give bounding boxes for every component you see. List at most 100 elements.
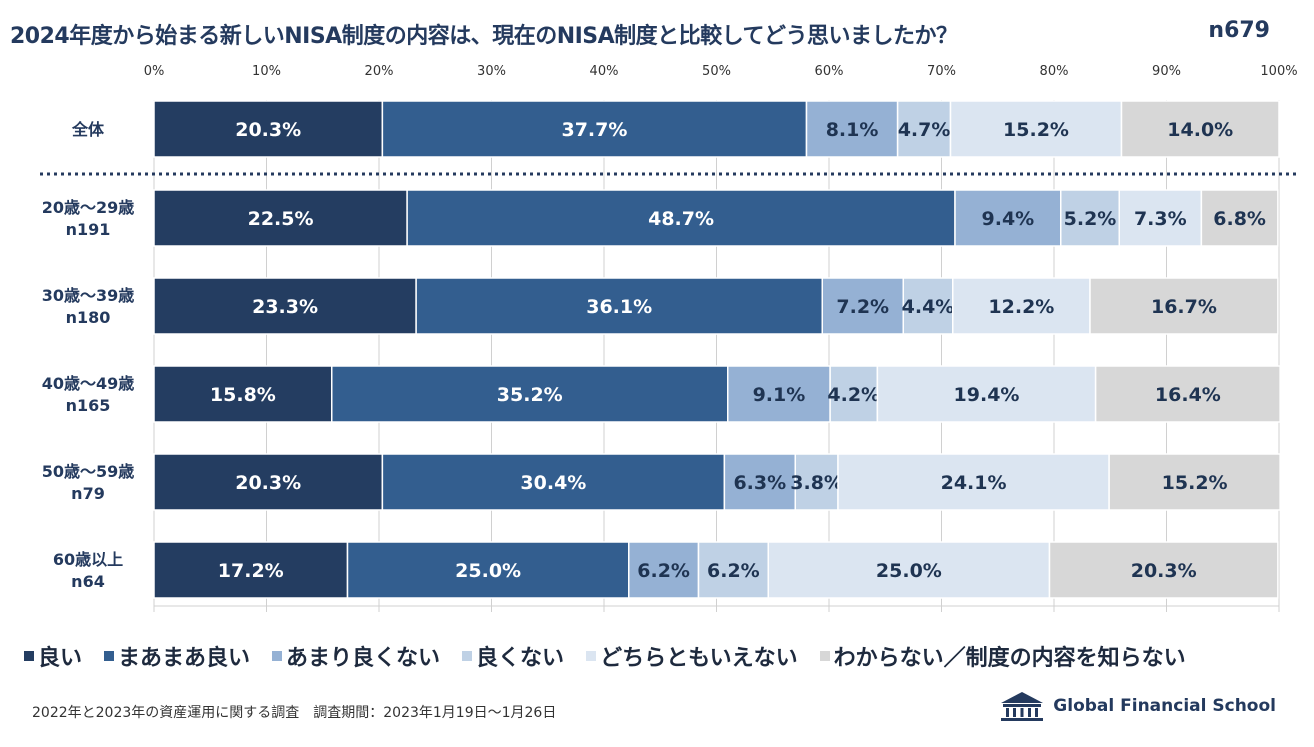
bar-segment [1118, 189, 1203, 247]
x-tick-label: 80% [1040, 64, 1069, 79]
data-label: 23.3% [252, 296, 318, 318]
data-label: 24.1% [941, 472, 1007, 494]
bar-segment [1108, 453, 1281, 511]
data-label: 25.0% [455, 560, 521, 582]
logo-text: Global Financial School [1053, 696, 1276, 716]
category-label: n79 [71, 484, 105, 503]
legend-item: まあまあ良い [104, 640, 250, 672]
legend-swatch [819, 651, 830, 661]
legend-label: まあまあ良い [118, 646, 251, 671]
bar-segment [949, 100, 1123, 158]
bar-segment [153, 277, 417, 335]
data-label: 4.7% [898, 119, 951, 141]
stacked-bar-chart: 0% 10% 20% 30% 40% 50% 60% 70% 80% 90% 100% 全体 20歳～2… [40, 64, 1298, 612]
data-label: 25.0% [876, 560, 942, 582]
logo: Global Financial School [999, 690, 1276, 722]
legend-label: 良くない [476, 646, 565, 671]
data-label: 20.3% [1131, 560, 1197, 582]
chart-legend: 良い まあまあ良い あまり良くない 良くない どちらともいえない わからない／制度の内容を… [24, 640, 1186, 672]
data-label: 4.4% [902, 296, 955, 318]
legend-swatch [272, 651, 283, 661]
x-tick-label: 30% [477, 64, 506, 79]
category-label: n180 [66, 308, 111, 327]
bar-segment [153, 189, 408, 247]
category-label: 50歳～59歳 [42, 462, 135, 481]
data-label: 30.4% [520, 472, 586, 494]
x-tick-label: 0% [144, 64, 165, 79]
bar-segment [723, 453, 796, 511]
legend-swatch [586, 651, 597, 661]
data-label: 6.2% [707, 560, 760, 582]
data-label: 9.4% [982, 208, 1035, 230]
bar-segment [1048, 541, 1279, 599]
legend-label: 良い [38, 646, 83, 671]
data-label: 37.7% [561, 119, 627, 141]
bar-segment [153, 453, 384, 511]
x-tick-label: 50% [702, 64, 731, 79]
x-tick-label: 70% [927, 64, 956, 79]
data-label: 14.0% [1167, 119, 1233, 141]
school-building-icon [1001, 692, 1044, 721]
category-label: 20歳～29歳 [42, 198, 135, 217]
bar-segment [406, 189, 956, 247]
data-label: 6.2% [637, 560, 690, 582]
data-label: 15.8% [210, 384, 276, 406]
legend-swatch [104, 651, 115, 661]
data-label: 4.2% [827, 384, 880, 406]
legend-label: あまり良くない [286, 646, 441, 671]
legend-label: わからない／制度の内容を知らない [833, 646, 1186, 671]
data-label: 16.7% [1151, 296, 1217, 318]
data-label: 19.4% [954, 384, 1020, 406]
data-label: 3.8% [790, 472, 843, 494]
legend-swatch [462, 651, 473, 661]
legend-swatch [24, 651, 34, 661]
legend-item: あまり良くない [272, 640, 440, 672]
bar-segment [1089, 277, 1279, 335]
bar-segment [346, 541, 630, 599]
category-label: 30歳～39歳 [42, 286, 135, 305]
footer-note: 2022年と2023年の資産運用に関する調査 調査期間：2023年1月19日～1… [32, 705, 557, 721]
data-label: 6.8% [1213, 208, 1266, 230]
data-label: 8.1% [826, 119, 879, 141]
bar-segment [837, 453, 1110, 511]
bar-segment [1060, 189, 1120, 247]
bar-segment [153, 541, 349, 599]
data-label: 22.5% [248, 208, 314, 230]
bar-segment [1120, 100, 1280, 158]
legend-item: 良くない [462, 640, 564, 672]
data-label: 17.2% [218, 560, 284, 582]
data-label: 35.2% [497, 384, 563, 406]
data-label: 5.2% [1064, 208, 1117, 230]
legend-label: どちらともいえない [600, 646, 798, 671]
bar-segment [628, 541, 700, 599]
bar-segment [381, 100, 808, 158]
x-tick-label: 20% [365, 64, 394, 79]
data-label: 20.3% [235, 119, 301, 141]
category-label: 全体 [71, 120, 105, 139]
data-label: 9.1% [753, 384, 806, 406]
bar-segment [767, 541, 1051, 599]
x-tick-label: 60% [815, 64, 844, 79]
bar-segment [902, 277, 954, 335]
data-label: 15.2% [1162, 472, 1228, 494]
category-label: 60歳以上 [53, 550, 123, 569]
bar-segment [821, 277, 904, 335]
data-label: 12.2% [988, 296, 1054, 318]
x-tick-label: 40% [590, 64, 619, 79]
category-label: n165 [66, 396, 111, 415]
bar-segment [952, 277, 1091, 335]
data-label: 36.1% [586, 296, 652, 318]
bar-segment [876, 365, 1097, 423]
bar-segment [805, 100, 899, 158]
data-label: 6.3% [733, 472, 786, 494]
bar-segment [415, 277, 823, 335]
legend-item: どちらともいえない [586, 640, 798, 672]
data-label: 15.2% [1003, 119, 1069, 141]
bar-segment [954, 189, 1062, 247]
bar-segment [331, 365, 729, 423]
bar-segment [896, 100, 952, 158]
legend-item: 良い [24, 640, 82, 672]
category-label: n64 [71, 572, 105, 591]
data-label: 7.3% [1134, 208, 1187, 230]
chart-title: 2024年度から始まる新しいNISA制度の内容は、現在のNISA制度と比較してど… [10, 24, 958, 49]
